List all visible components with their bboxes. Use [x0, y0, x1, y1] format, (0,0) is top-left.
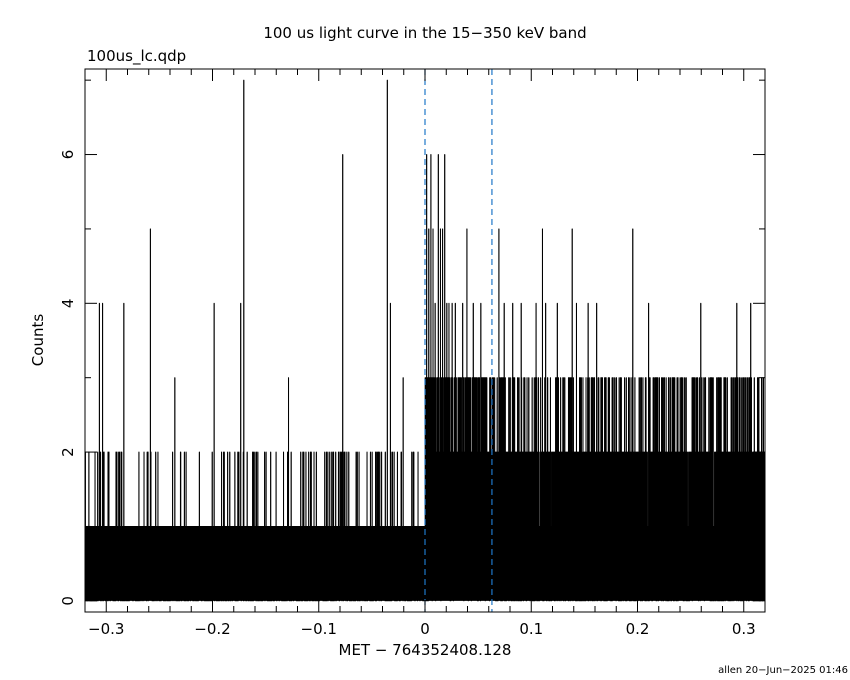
x-tick-label: 0.3: [732, 620, 756, 638]
x-tick-label: −0.3: [88, 620, 124, 638]
x-axis-label: MET − 764352408.128: [339, 641, 512, 659]
x-tick-label: 0: [420, 620, 430, 638]
axis-ticks: [84, 69, 766, 612]
x-tick-label: −0.2: [194, 620, 230, 638]
file-label: 100us_lc.qdp: [87, 47, 186, 66]
x-tick-label: 0.2: [626, 620, 650, 638]
x-tick-label: 0.1: [519, 620, 543, 638]
y-tick-label: 0: [59, 596, 77, 606]
histogram-bars: [84, 79, 766, 602]
chart-title: 100 us light curve in the 15−350 keV ban…: [263, 24, 586, 42]
y-tick-label: 2: [59, 447, 77, 457]
y-tick-label: 4: [59, 299, 77, 309]
histogram-step-outline: [84, 79, 765, 602]
y-tick-label: 6: [59, 150, 77, 160]
interval-markers: [424, 69, 493, 612]
x-tick-label: −0.1: [301, 620, 337, 638]
footer-timestamp: allen 20−Jun−2025 01:46: [718, 665, 848, 676]
y-axis-label: Counts: [29, 314, 47, 367]
axis-tick-labels: −0.3 −0.2 −0.1 0 0.1 0.2 0.3 0 2 4 6: [59, 150, 756, 638]
